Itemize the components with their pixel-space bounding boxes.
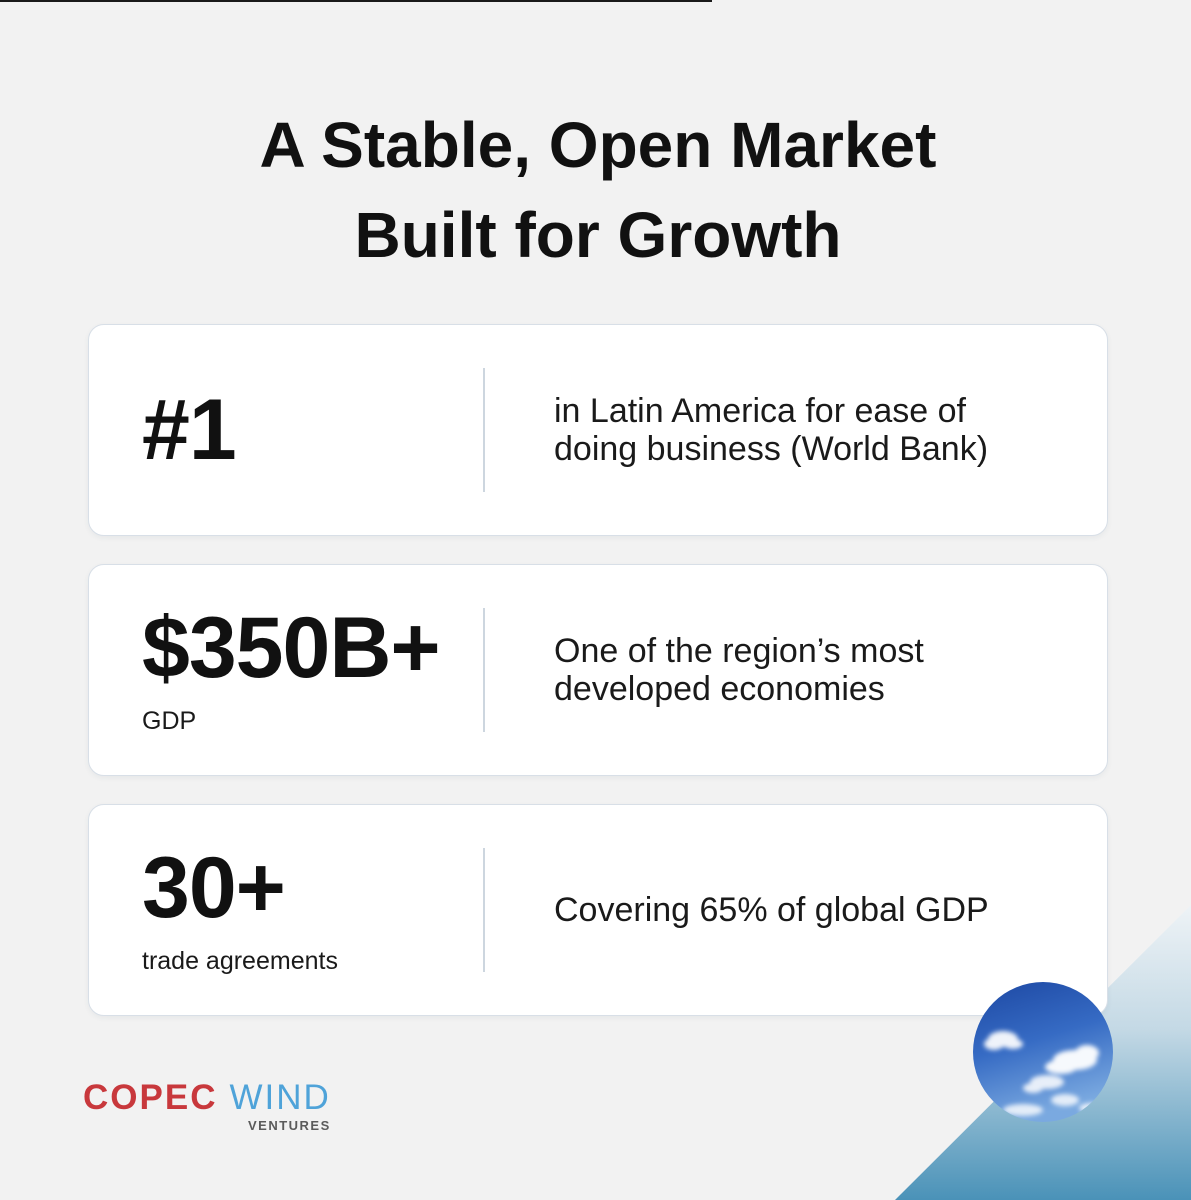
description-line: One of the region’s most	[554, 632, 924, 670]
stat-description: Covering 65% of global GDP	[554, 805, 1074, 1015]
logo-copec-text: COPEC	[83, 1078, 218, 1117]
sky-photo-graphic	[973, 982, 1113, 1122]
card-divider	[483, 368, 485, 492]
stat-label: GDP	[142, 706, 197, 735]
cloud-left	[984, 1031, 1023, 1050]
page-title: A Stable, Open Market Built for Growth	[0, 100, 1191, 280]
company-logo: COPEC WIND VENTURES	[83, 1078, 331, 1134]
card-divider	[483, 848, 485, 972]
cloud-right	[1045, 1045, 1099, 1074]
stat-description: in Latin America for ease of doing busin…	[554, 325, 1074, 535]
description-line: in Latin America for ease of	[554, 392, 967, 430]
stat-value: $350B+	[142, 599, 441, 696]
logo-wind-text: WIND	[229, 1078, 331, 1117]
stat-card-trade-agreements: 30+ trade agreements Covering 65% of glo…	[88, 804, 1108, 1016]
logo-ventures-text: VENTURES	[247, 1118, 331, 1133]
stat-label: trade agreements	[142, 946, 338, 975]
stat-block: $350B+ GDP	[142, 565, 472, 775]
stat-card-ease-of-business: #1 in Latin America for ease of doing bu…	[88, 324, 1108, 536]
description-line: doing business (World Bank)	[554, 430, 989, 468]
stat-card-gdp: $350B+ GDP One of the region’s most deve…	[88, 564, 1108, 776]
logo-wordmark: COPEC WIND	[83, 1078, 331, 1118]
stat-value: #1	[142, 382, 237, 478]
stat-block: 30+ trade agreements	[142, 805, 472, 1015]
card-divider	[483, 608, 485, 732]
top-border-line	[0, 0, 712, 2]
title-line-1: A Stable, Open Market	[259, 109, 937, 181]
sky-photo	[973, 982, 1113, 1122]
stat-value: 30+	[142, 839, 286, 936]
stat-description: One of the region’s most developed econo…	[554, 565, 1074, 775]
description-line: Covering 65% of global GDP	[554, 891, 989, 929]
stat-block: #1	[142, 325, 472, 535]
cloud-middle	[1023, 1075, 1064, 1093]
description-line: developed economies	[554, 670, 885, 708]
title-line-2: Built for Growth	[354, 199, 842, 271]
